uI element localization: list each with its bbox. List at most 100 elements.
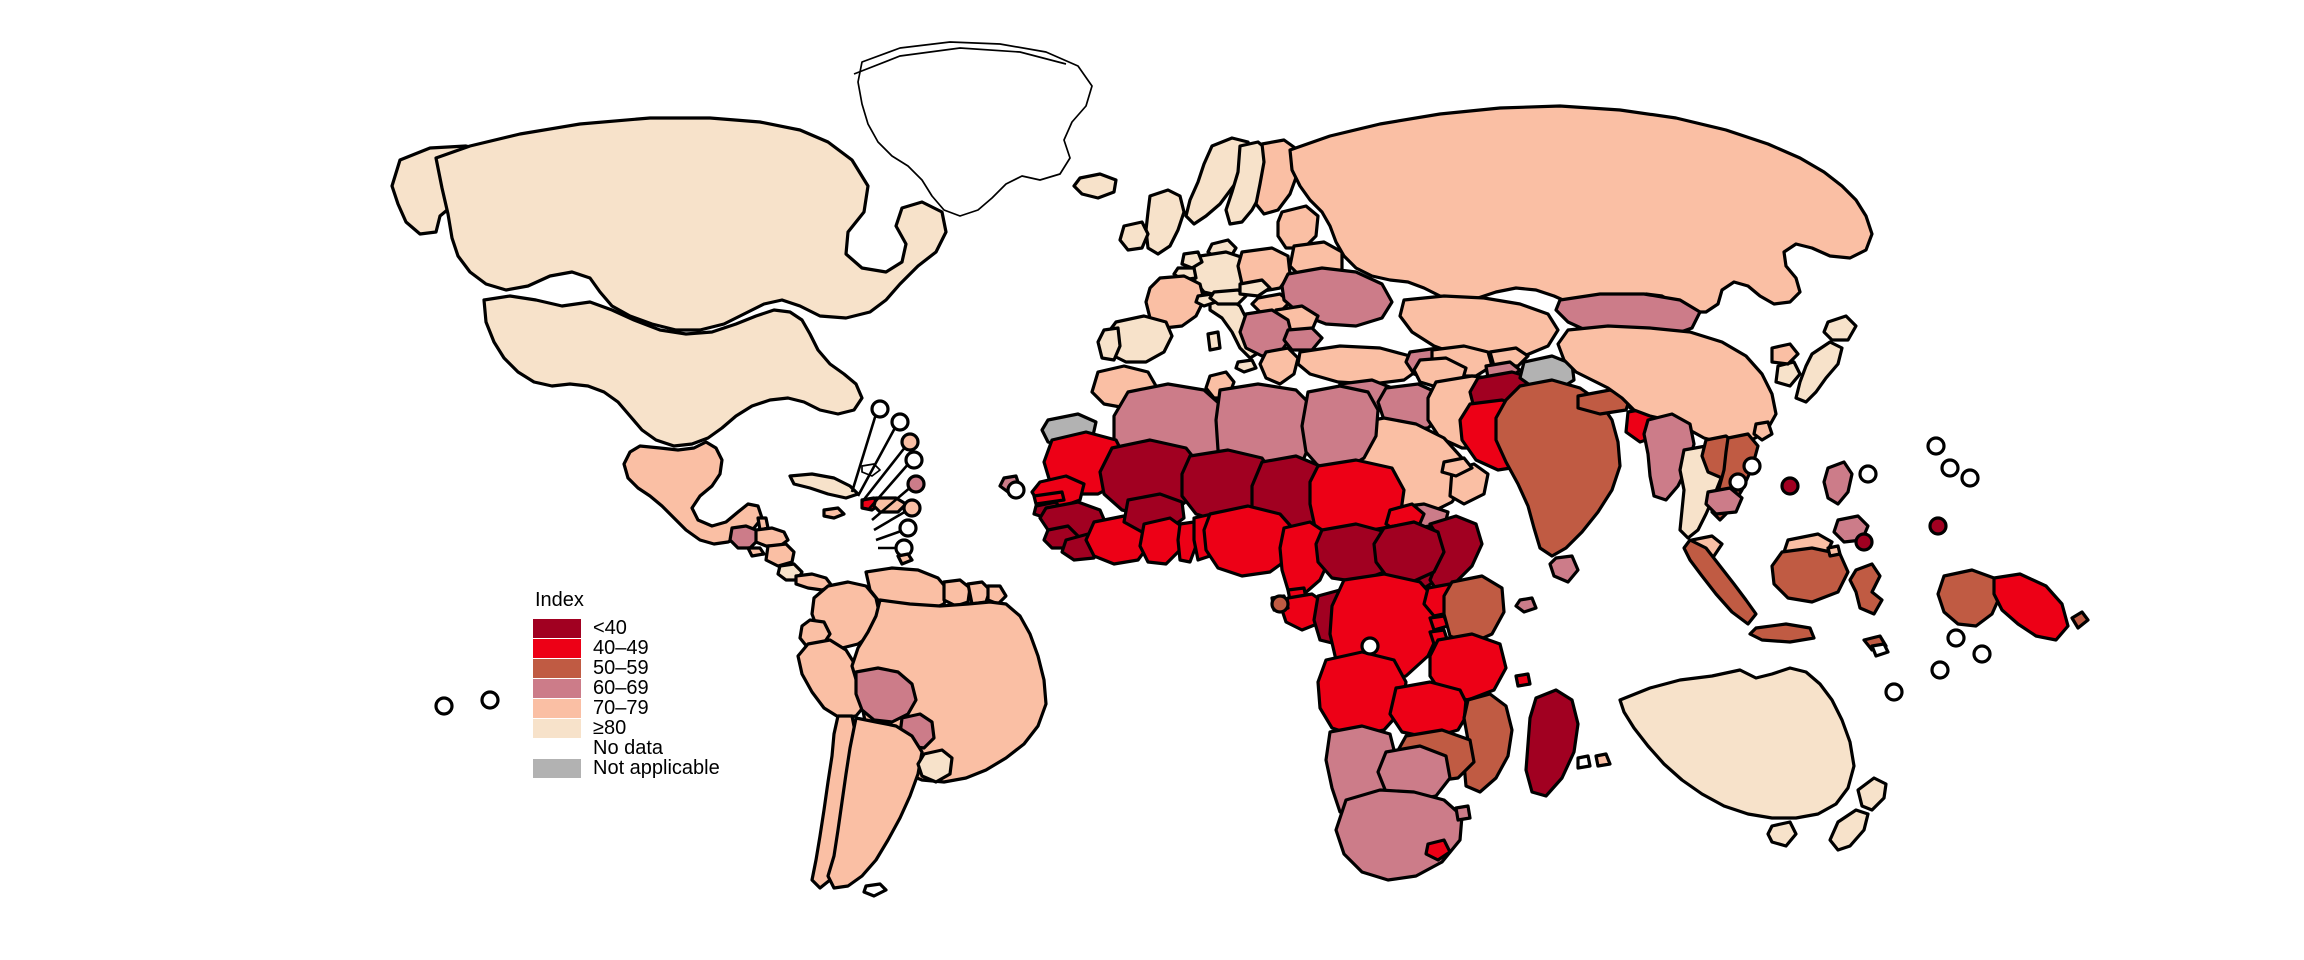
region-uruguay[interactable] [916, 748, 954, 784]
region-lesotho[interactable] [1424, 838, 1452, 862]
region-cuba[interactable] [788, 472, 860, 500]
legend-label-70-79: 70–79 [593, 697, 649, 719]
region-falkland [862, 882, 888, 898]
legend-item[interactable]: 70–79 [533, 698, 793, 718]
region-tasmania [1766, 820, 1798, 848]
region-peru[interactable] [796, 638, 868, 720]
legend-swatch-no-data [533, 739, 581, 758]
region-indonesia-java[interactable] [1748, 622, 1816, 644]
region-indonesia-sumatra[interactable] [1682, 538, 1758, 626]
region-guyana[interactable] [942, 578, 972, 608]
region-argentina[interactable] [826, 716, 924, 890]
region-mauritius[interactable] [1594, 752, 1612, 768]
region-portugal[interactable] [1096, 326, 1122, 362]
region-reunion [1576, 754, 1592, 770]
region-bolivia[interactable] [854, 666, 918, 724]
region-cambodia[interactable] [1704, 486, 1744, 516]
region-japan-hokkaido [1822, 314, 1858, 342]
region-baltics[interactable] [1276, 204, 1320, 250]
region-russian-federation[interactable] [1288, 104, 1874, 314]
region-turkey[interactable] [1296, 344, 1420, 386]
region-united-states[interactable] [482, 294, 864, 448]
legend-item[interactable]: Not applicable [533, 758, 793, 778]
region-france[interactable] [1144, 274, 1206, 330]
legend-item[interactable]: No data [533, 738, 793, 758]
region-bulgaria[interactable] [1282, 326, 1324, 352]
region-sri-lanka[interactable] [1548, 554, 1580, 584]
region-mozambique[interactable] [1462, 692, 1514, 794]
region-kazakhstan[interactable] [1398, 294, 1560, 362]
region-uae-qatar[interactable] [1440, 456, 1474, 478]
region-eswatini[interactable] [1454, 804, 1472, 822]
caribbean-leader-lines [850, 413, 913, 550]
region-madagascar[interactable] [1524, 688, 1580, 798]
region-canada[interactable] [434, 116, 948, 332]
legend-item[interactable]: 60–69 [533, 678, 793, 698]
region-vanuatu[interactable] [2070, 610, 2090, 630]
region-greenland [857, 41, 1093, 217]
region-maldives[interactable] [1514, 596, 1538, 614]
region-zambia[interactable] [1388, 680, 1472, 740]
caribbean-island-markers[interactable] [870, 399, 926, 558]
region-japan[interactable] [1794, 340, 1844, 404]
region-czechia[interactable] [1238, 278, 1272, 298]
region-austria[interactable] [1208, 288, 1248, 306]
legend-swatch-gte80 [533, 718, 581, 738]
region-new-zealand-south[interactable] [1828, 808, 1870, 852]
legend-item[interactable]: ≥80 [533, 718, 793, 738]
region-korea-dpr[interactable] [1770, 342, 1800, 366]
region-ghana[interactable] [1138, 516, 1186, 566]
region-egypt[interactable] [1300, 384, 1380, 472]
region-angola[interactable] [1316, 650, 1408, 738]
region-el-salvador[interactable] [746, 546, 766, 558]
region-philippines[interactable] [1822, 460, 1854, 506]
legend-item[interactable]: 40–49 [533, 638, 793, 658]
region-new-zealand[interactable] [1856, 776, 1888, 812]
legend-swatch-40-49 [533, 638, 581, 658]
region-botswana[interactable] [1376, 744, 1452, 804]
region-papua-new-guinea[interactable] [1992, 572, 2070, 642]
region-south-africa[interactable] [1334, 788, 1464, 882]
map-legend: Index <40 40–49 50–59 60–69 70–79 ≥80 No… [533, 590, 793, 778]
region-nigeria[interactable] [1202, 504, 1298, 578]
region-nicaragua[interactable] [764, 542, 796, 568]
region-sicily [1234, 358, 1258, 374]
region-trinidad[interactable] [896, 552, 914, 566]
region-guatemala[interactable] [728, 524, 760, 550]
region-united-kingdom[interactable] [1144, 188, 1186, 256]
region-mexico[interactable] [622, 440, 764, 546]
region-netherlands[interactable] [1180, 250, 1204, 270]
ocean-island-markers[interactable] [434, 480, 1380, 716]
legend-label-gte80: ≥80 [593, 717, 627, 739]
region-sardinia [1206, 330, 1222, 352]
region-jamaica[interactable] [822, 506, 846, 520]
region-brunei [1826, 544, 1842, 558]
region-finland[interactable] [1254, 138, 1300, 216]
region-comoros[interactable] [1514, 672, 1532, 688]
region-fiji[interactable] [1870, 642, 1890, 658]
region-iceland[interactable] [1072, 172, 1118, 200]
region-french-guiana [986, 584, 1008, 606]
legend-swatch-60-69 [533, 678, 581, 698]
legend-label-lt40: <40 [593, 617, 627, 639]
region-ireland[interactable] [1118, 220, 1150, 252]
legend-swatch-lt40 [533, 618, 581, 638]
legend-label-50-59: 50–59 [593, 657, 649, 679]
legend-item[interactable]: <40 [533, 618, 793, 638]
region-greece[interactable] [1258, 346, 1300, 386]
legend-label-no-data: No data [593, 737, 664, 759]
region-indonesia-sulawesi[interactable] [1848, 562, 1884, 616]
region-taiwan [1752, 420, 1774, 442]
region-korea-republic[interactable] [1774, 360, 1802, 388]
region-australia[interactable] [1618, 666, 1856, 820]
legend-swatch-not-applicable [533, 758, 581, 778]
legend-item[interactable]: 50–59 [533, 658, 793, 678]
region-indonesia-papua[interactable] [1936, 568, 2002, 628]
pacific-island-markers[interactable] [1356, 436, 1992, 710]
legend-label-60-69: 60–69 [593, 677, 649, 699]
region-indonesia-borneo[interactable] [1770, 546, 1850, 604]
region-south-sudan[interactable] [1372, 520, 1446, 584]
legend-label-not-applicable: Not applicable [593, 757, 720, 779]
